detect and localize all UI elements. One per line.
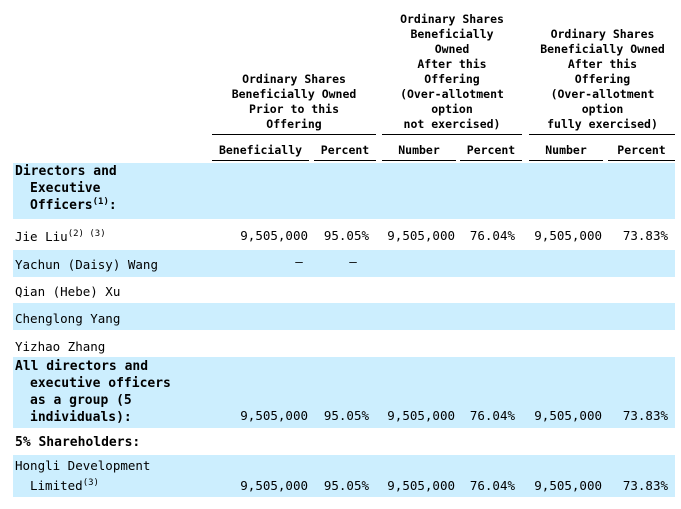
- cell-dash: —: [349, 254, 357, 269]
- col-underline: [314, 160, 376, 161]
- row-name-line: as a group (5: [30, 393, 132, 408]
- row-name-group: All directors and executive officers as …: [15, 358, 171, 426]
- cell-value: 76.04%: [469, 478, 515, 493]
- cell-value: 9,505,000: [534, 478, 602, 493]
- row-name-line: All directors and: [15, 359, 149, 374]
- section-label-colon: :: [108, 198, 117, 213]
- col-header-number: Number: [398, 143, 440, 157]
- col-header-beneficially: Beneficially: [218, 143, 303, 157]
- section-label-line: Directors and: [15, 164, 117, 179]
- row-name-line: Hongli Development: [15, 458, 151, 473]
- group-divider: [382, 134, 522, 135]
- col-header-percent: Percent: [617, 143, 666, 157]
- header-after-fully-exercised: Ordinary Shares Beneficially Owned After…: [540, 27, 665, 131]
- cell-value: 76.04%: [469, 408, 515, 423]
- group-divider: [212, 134, 376, 135]
- col-underline: [212, 160, 309, 161]
- row-band: [13, 303, 675, 330]
- cell-value: 73.83%: [622, 228, 668, 243]
- cell-value: 9,505,000: [534, 408, 602, 423]
- row-band: [13, 163, 675, 219]
- col-underline: [608, 160, 675, 161]
- cell-value: 95.05%: [323, 228, 369, 243]
- cell-value: 95.05%: [323, 408, 369, 423]
- cell-value: 9,505,000: [387, 478, 455, 493]
- cell-value: 9,505,000: [240, 408, 308, 423]
- row-name: Qian (Hebe) Xu: [15, 284, 121, 299]
- header-prior-offering: Ordinary Shares Beneficially Owned Prior…: [231, 72, 357, 131]
- cell-value: 9,505,000: [387, 228, 455, 243]
- row-name-line: individuals):: [30, 410, 132, 425]
- cell-value: 9,505,000: [240, 478, 308, 493]
- cell-value: 76.04%: [469, 228, 515, 243]
- row-band: [13, 455, 675, 497]
- cell-value: 9,505,000: [240, 228, 308, 243]
- footnote-ref: (2) (3): [67, 229, 106, 239]
- col-underline: [382, 160, 456, 161]
- section-directors-header: Directors and Executive Officers(1):: [15, 163, 117, 214]
- cell-dash: —: [295, 254, 303, 269]
- row-name: Chenglong Yang: [15, 311, 121, 326]
- row-name: Jie Liu(2) (3): [15, 228, 106, 245]
- section-label-text: Officers: [30, 198, 93, 213]
- row-band: [13, 250, 675, 277]
- row-name-line: Limited(3): [15, 477, 150, 494]
- row-name: Yachun (Daisy) Wang: [15, 257, 158, 272]
- row-name-text: Jie Liu: [15, 229, 68, 244]
- cell-value: 9,505,000: [534, 228, 602, 243]
- row-name-text: Limited: [30, 478, 83, 493]
- section-label-line: Executive: [30, 181, 101, 196]
- group-divider: [529, 134, 675, 135]
- col-underline: [529, 160, 603, 161]
- section-label-line: Officers(1):: [15, 197, 117, 214]
- col-underline: [460, 160, 522, 161]
- col-header-number: Number: [545, 143, 587, 157]
- row-name: Hongli Development Limited(3): [15, 457, 150, 494]
- row-name: Yizhao Zhang: [15, 339, 106, 354]
- cell-value: 73.83%: [622, 478, 668, 493]
- footnote-ref: (3): [82, 478, 99, 488]
- row-name-line: executive officers: [30, 376, 171, 391]
- header-after-not-exercised: Ordinary Shares Beneficially Owned After…: [400, 12, 504, 131]
- row-band: [13, 357, 675, 428]
- footnote-ref: (1): [92, 197, 109, 207]
- cell-value: 9,505,000: [387, 408, 455, 423]
- col-header-percent: Percent: [320, 143, 370, 157]
- cell-value: 73.83%: [622, 408, 668, 423]
- cell-value: 95.05%: [323, 478, 369, 493]
- section-shareholders-header: 5% Shareholders:: [15, 435, 141, 450]
- col-header-percent: Percent: [466, 143, 516, 157]
